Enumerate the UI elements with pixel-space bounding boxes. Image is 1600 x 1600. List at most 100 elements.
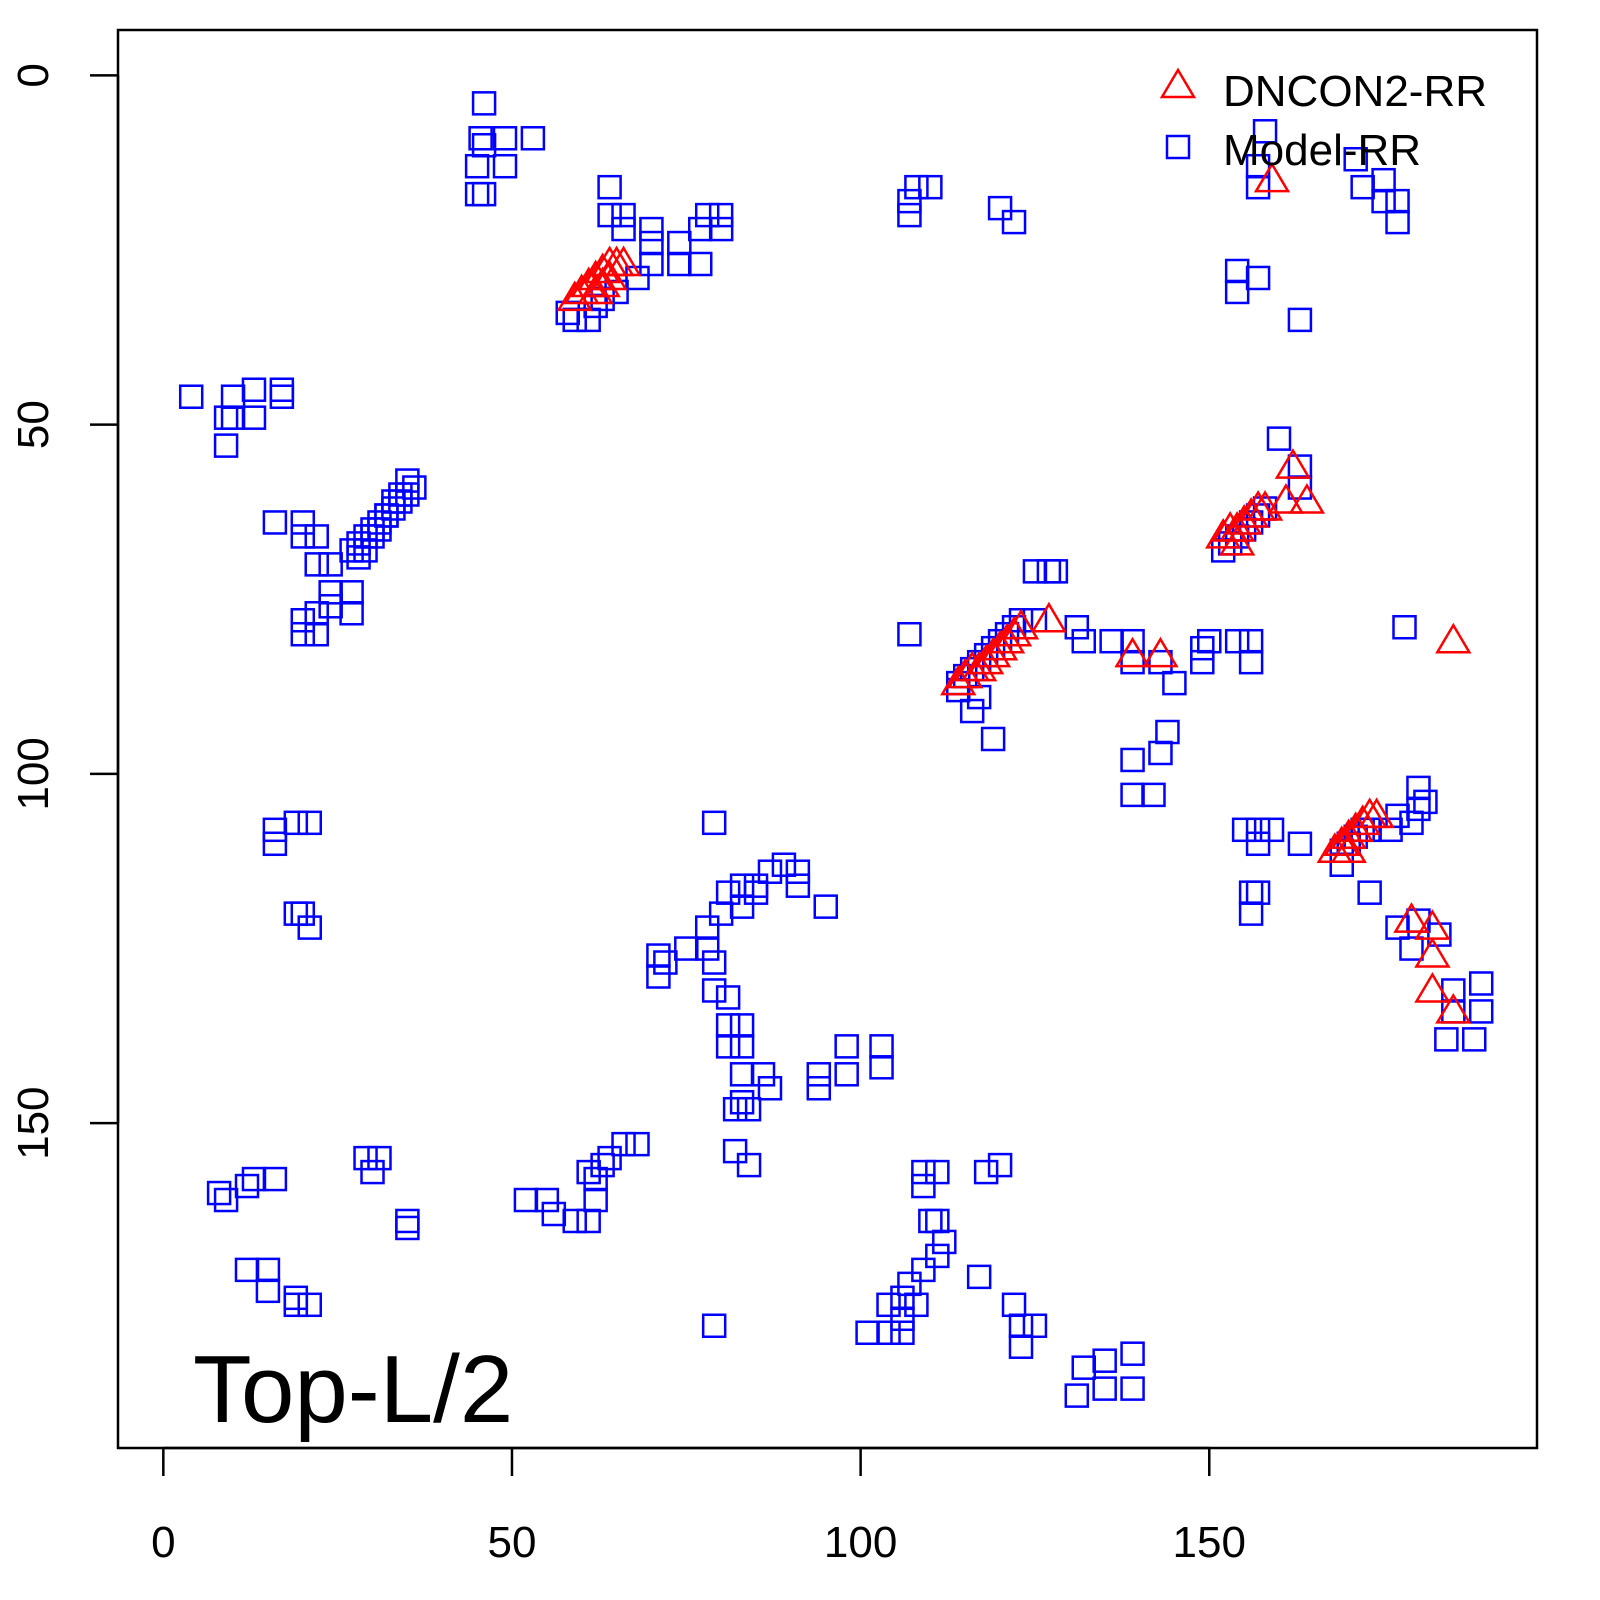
x-tick-label: 50 <box>487 1518 536 1567</box>
model-rr-point <box>290 901 316 926</box>
model-rr-point <box>1092 1348 1117 1373</box>
model-rr-point <box>395 1215 420 1241</box>
model-rr-point <box>1406 775 1431 801</box>
model-rr-point <box>653 950 678 975</box>
model-rr-point <box>388 482 413 507</box>
model-rr-point <box>234 1257 260 1283</box>
model-rr-point <box>1406 796 1431 822</box>
model-rr-point <box>869 1034 894 1059</box>
model-rr-point <box>904 1292 929 1318</box>
model-rr-point <box>1120 1376 1145 1401</box>
model-rr-point <box>1357 880 1382 905</box>
model-rr-point <box>729 1062 755 1087</box>
dncon2-rr-point <box>1358 797 1395 829</box>
dncon2-rr-point <box>1435 622 1472 654</box>
dncon2-rr-point <box>1435 992 1472 1024</box>
model-rr-point <box>1245 817 1271 843</box>
dncon2-rr-point <box>1232 497 1270 528</box>
model-rr-point <box>639 251 664 277</box>
model-rr-point <box>360 1159 385 1185</box>
model-rr-point <box>987 1152 1013 1178</box>
model-rr-point <box>890 1306 915 1332</box>
dncon2-rr-point <box>1288 483 1326 514</box>
model-rr-point <box>1266 426 1292 451</box>
model-rr-point <box>381 489 406 514</box>
model-rr-point <box>1190 649 1215 675</box>
model-rr-point <box>360 517 385 542</box>
dncon2-rr-point <box>1030 601 1068 633</box>
model-rr-point <box>576 1159 601 1185</box>
dncon2-rr-point <box>1274 448 1312 479</box>
model-rr-point <box>1197 628 1222 654</box>
model-rr-point <box>806 1076 832 1101</box>
model-rr-point <box>911 1173 936 1199</box>
model-rr-point <box>639 216 664 242</box>
x-tick-label: 150 <box>1173 1518 1246 1567</box>
model-rr-point <box>283 1292 309 1318</box>
dncon2-rr-point <box>1414 937 1451 968</box>
model-rr-point <box>367 1145 392 1171</box>
model-rr-point <box>241 1166 267 1192</box>
model-rr-point <box>897 188 922 214</box>
model-rr-point <box>715 1013 741 1038</box>
model-rr-point <box>304 621 329 647</box>
model-rr-point <box>708 216 734 242</box>
model-rr-point <box>1238 628 1264 654</box>
model-rr-point <box>750 1062 776 1087</box>
model-rr-point <box>297 1292 323 1318</box>
dncon2-rr-point <box>1114 636 1151 668</box>
model-rr-point <box>694 936 720 961</box>
model-rr-point <box>339 601 364 626</box>
model-rr-point <box>1238 901 1264 926</box>
model-rr-point <box>1468 971 1494 996</box>
model-rr-point <box>701 1313 727 1339</box>
model-rr-point <box>1120 747 1145 773</box>
legend: DNCON2-RR Model-RR <box>1159 67 1487 175</box>
model-rr-point <box>771 852 797 877</box>
model-rr-point <box>234 1173 260 1199</box>
model-rr-point <box>1287 831 1313 857</box>
model-rr-point <box>1392 614 1417 640</box>
model-rr-point <box>213 433 239 458</box>
model-rr-point <box>1001 1292 1027 1318</box>
model-rr-point <box>1036 559 1062 584</box>
model-rr-point <box>360 524 385 549</box>
model-rr-point <box>374 503 399 528</box>
model-rr-point <box>1092 1376 1117 1401</box>
model-rr-point <box>562 1208 587 1234</box>
model-rr-point <box>471 91 497 116</box>
model-rr-point <box>346 531 371 556</box>
model-rr-point <box>283 901 309 926</box>
model-rr-point <box>374 503 399 528</box>
model-rr-point <box>395 1208 420 1234</box>
model-rr-point <box>1120 782 1145 808</box>
model-rr-point <box>492 126 518 151</box>
model-rr-point <box>1385 209 1410 235</box>
y-tick-label: 50 <box>9 400 58 449</box>
model-rr-point <box>367 510 392 535</box>
model-rr-point <box>834 1034 859 1059</box>
dncon2-rr-point <box>1246 490 1284 521</box>
model-rr-point <box>925 1159 950 1185</box>
model-rr-point <box>708 901 734 926</box>
model-rr-point <box>708 202 734 228</box>
y-tick-label: 100 <box>9 737 58 810</box>
model-rr-point <box>715 1034 741 1059</box>
model-rr-point <box>1099 628 1124 654</box>
model-rr-point <box>1252 119 1278 144</box>
x-tick-label: 0 <box>151 1518 175 1567</box>
dncon2-rr-point <box>1344 804 1381 836</box>
model-rr-point <box>813 894 839 919</box>
dncon2-rr-point <box>1142 636 1179 668</box>
model-rr-point <box>687 251 713 277</box>
model-rr-point <box>694 915 720 940</box>
legend-label-dncon2: DNCON2-RR <box>1223 67 1487 116</box>
model-rr-point <box>241 377 267 402</box>
model-rr-point <box>297 810 323 836</box>
model-rr-point <box>785 873 811 898</box>
model-rr-point <box>722 1096 748 1122</box>
model-rr-point <box>876 1292 901 1318</box>
model-rr-point <box>353 538 378 563</box>
model-rr-point <box>1399 936 1424 961</box>
model-rr-point <box>987 195 1013 221</box>
